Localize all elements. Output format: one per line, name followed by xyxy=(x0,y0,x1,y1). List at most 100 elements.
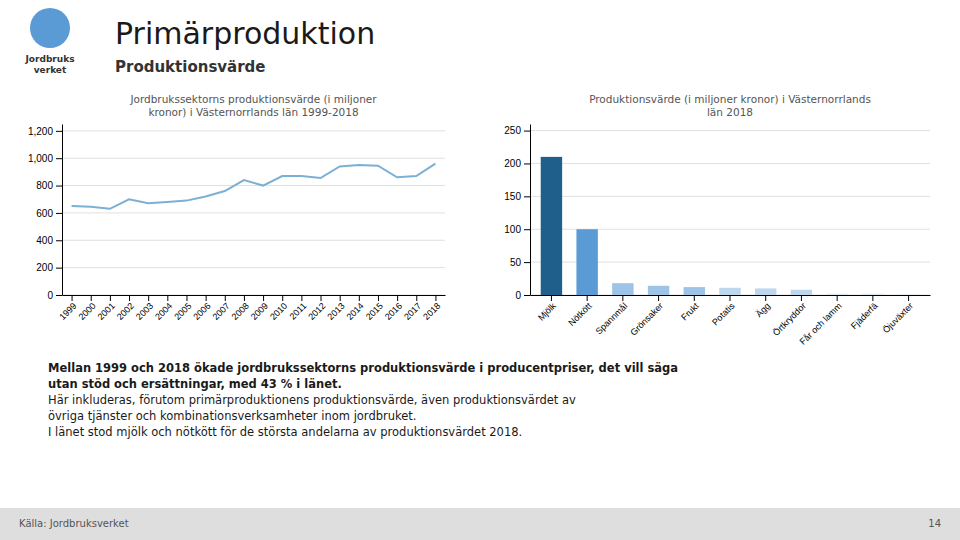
x-tick: 2006 xyxy=(191,295,212,322)
tick-label: 2001 xyxy=(96,301,117,322)
tick-mark xyxy=(524,196,530,197)
logo-mark xyxy=(30,8,70,48)
y-tick: 800 xyxy=(36,180,62,191)
bar xyxy=(648,286,669,295)
tick-mark xyxy=(872,295,873,301)
tick-label: 2006 xyxy=(191,301,212,322)
tick-label: 2011 xyxy=(288,301,309,322)
tick-mark xyxy=(282,295,283,301)
x-tick: 2017 xyxy=(402,295,423,322)
x-tick: 2003 xyxy=(134,295,155,322)
tick-mark xyxy=(56,213,62,214)
x-tick: Nötkött xyxy=(566,295,594,328)
tick-label: 2009 xyxy=(249,301,270,322)
grid-line xyxy=(530,196,930,197)
axis-line xyxy=(63,295,446,296)
page: JordbruksverketPrimärproduktionProduktio… xyxy=(0,0,960,540)
tick-label: 2007 xyxy=(211,301,232,322)
footer-text: Källa: Jordbruksverket xyxy=(19,518,129,529)
tick-label: 2004 xyxy=(153,301,174,322)
tick-label: 250 xyxy=(504,125,521,136)
tick-label: 2014 xyxy=(345,301,366,322)
tick-label: 0 xyxy=(47,290,53,301)
grid-line xyxy=(62,295,445,296)
x-tick: 1999 xyxy=(57,295,78,322)
tick-mark xyxy=(321,295,322,301)
grid-line xyxy=(62,185,445,186)
tick-label: Potatis xyxy=(710,300,737,327)
chart-title: Produktionsvärde (i miljoner kronor) i V… xyxy=(589,93,871,118)
tick-label: 600 xyxy=(36,208,53,219)
y-axis: 050100150200250 xyxy=(504,125,530,301)
tick-mark xyxy=(56,186,62,187)
x-tick: Spannmål xyxy=(594,295,630,337)
tick-mark xyxy=(148,295,149,301)
bar xyxy=(684,287,705,295)
y-tick: 400 xyxy=(36,235,62,246)
y-tick: 200 xyxy=(504,158,530,169)
tick-mark xyxy=(56,158,62,159)
tick-mark xyxy=(340,295,341,301)
chart-title-line: län 2018 xyxy=(707,106,753,118)
tick-label: 2012 xyxy=(306,301,327,322)
x-tick: Grönsaker xyxy=(628,295,665,338)
tick-mark xyxy=(186,295,187,301)
x-tick: 2009 xyxy=(249,295,270,322)
x-tick: 2002 xyxy=(115,295,136,322)
x-tick: Fjäderfä xyxy=(849,295,879,331)
tick-label: 2015 xyxy=(364,301,385,322)
y-tick: 600 xyxy=(36,208,62,219)
logo-text: Jordbruks xyxy=(24,54,74,64)
tick-label: Ägg xyxy=(754,301,772,319)
chart-title-line: Produktionsvärde (i miljoner kronor) i V… xyxy=(589,93,871,105)
bar xyxy=(719,288,740,295)
grid-line xyxy=(62,130,445,131)
tick-label: 2008 xyxy=(230,301,251,322)
tick-label: Grönsaker xyxy=(628,301,665,338)
x-tick: 2018 xyxy=(421,295,442,322)
tick-label: 200 xyxy=(504,158,521,169)
body-text-bold: utan stöd och ersättningar, med 43 % i l… xyxy=(48,377,342,391)
x-tick: Potatis xyxy=(710,295,737,327)
tick-mark xyxy=(167,295,168,301)
bar xyxy=(898,294,919,295)
x-tick: Frukt xyxy=(679,295,701,322)
y-tick: 0 xyxy=(47,290,62,301)
x-tick: Ägg xyxy=(754,295,772,319)
tick-label: 2005 xyxy=(172,301,193,322)
x-tick: 2005 xyxy=(172,295,193,322)
x-tick: 2007 xyxy=(211,295,232,322)
tick-mark xyxy=(524,295,530,296)
logo-text: verket xyxy=(34,65,67,75)
grid-line xyxy=(62,267,445,268)
tick-label: 2018 xyxy=(421,301,442,322)
footer-bar xyxy=(0,508,960,540)
plot-area xyxy=(72,164,436,209)
grid-line xyxy=(62,158,445,159)
y-tick: 100 xyxy=(504,224,530,235)
axis-line xyxy=(530,125,531,296)
grid xyxy=(62,131,445,295)
tick-mark xyxy=(91,295,92,301)
tick-label: Spannmål xyxy=(594,301,630,337)
y-tick: 1,200 xyxy=(28,126,62,137)
x-tick: 2014 xyxy=(345,295,366,322)
bar xyxy=(541,157,562,295)
plot-area xyxy=(541,157,920,295)
axis-line xyxy=(62,125,63,296)
tick-label: Frukt xyxy=(679,300,701,322)
x-tick: Örtkryddor xyxy=(771,295,808,338)
tick-mark xyxy=(244,295,245,301)
tick-label: 1,000 xyxy=(28,153,53,164)
x-tick: 2004 xyxy=(153,295,174,322)
tick-label: Mjölk xyxy=(536,300,558,322)
x-tick: 2000 xyxy=(76,295,97,322)
line xyxy=(72,164,436,209)
body-text: I länet stod mjölk och nötkött för de st… xyxy=(48,425,522,439)
tick-mark xyxy=(551,295,552,301)
tick-label: 1999 xyxy=(57,301,78,322)
tick-mark xyxy=(378,295,379,301)
x-axis: 1999200020012002200320042005200620072008… xyxy=(57,295,445,322)
bar xyxy=(862,294,883,295)
y-tick: 0 xyxy=(515,290,530,301)
